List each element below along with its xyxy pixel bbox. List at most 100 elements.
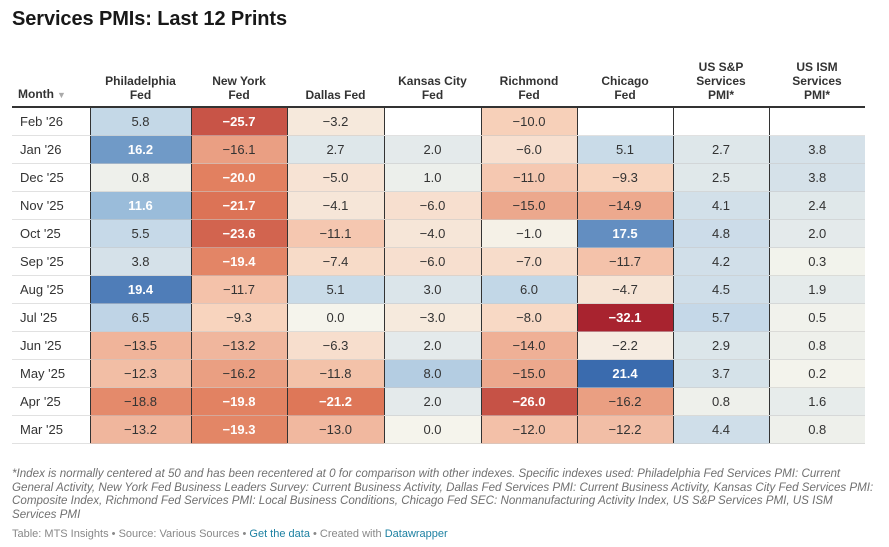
value-cell: 0.8 bbox=[672, 387, 769, 416]
value-cell: 6.5 bbox=[89, 303, 191, 332]
month-cell: Jan '26 bbox=[12, 135, 90, 164]
value-cell: −6.3 bbox=[286, 331, 384, 360]
value-cell: 2.4 bbox=[768, 191, 865, 220]
sort-descending-icon[interactable]: ▼ bbox=[56, 90, 66, 100]
month-cell: Feb '26 bbox=[12, 107, 90, 136]
column-header[interactable]: US S&P Services PMI* bbox=[696, 60, 746, 102]
value-cell: 2.0 bbox=[768, 219, 865, 248]
value-cell: 4.1 bbox=[672, 191, 769, 220]
table-row: Oct '25 5.5 −23.6 −11.1 −4.0 −1.0 17.5 4.8 2.0 bbox=[12, 219, 865, 248]
column-header[interactable]: New York Fed bbox=[212, 74, 266, 102]
value-cell: −13.2 bbox=[190, 331, 287, 360]
value-cell: −19.3 bbox=[190, 415, 287, 444]
value-cell: 5.7 bbox=[672, 303, 769, 332]
value-cell bbox=[383, 107, 481, 136]
pmi-table: Month ▼ Philadelphia Fed New York Fed Dallas … bbox=[12, 56, 865, 444]
value-cell: 0.8 bbox=[768, 331, 865, 360]
month-cell: Oct '25 bbox=[12, 219, 90, 248]
column-header[interactable]: Dallas Fed bbox=[305, 88, 366, 102]
value-cell: −15.0 bbox=[480, 359, 577, 388]
value-cell: 0.3 bbox=[768, 247, 865, 276]
value-cell: 3.8 bbox=[768, 135, 865, 164]
source-text: Source: Various Sources bbox=[118, 528, 240, 540]
value-cell: 19.4 bbox=[89, 275, 191, 304]
table-row: Jan '26 16.2 −16.1 2.7 2.0 −6.0 5.1 2.7 3.8 bbox=[12, 135, 865, 164]
value-cell: −13.0 bbox=[286, 415, 384, 444]
value-cell: 1.6 bbox=[768, 387, 865, 416]
get-the-data-link[interactable]: Get the data bbox=[249, 528, 310, 540]
value-cell: −26.0 bbox=[480, 387, 577, 416]
value-cell: 3.8 bbox=[89, 247, 191, 276]
value-cell: 5.1 bbox=[286, 275, 384, 304]
column-header-month[interactable]: Month ▼ bbox=[18, 87, 66, 101]
value-cell: −6.0 bbox=[480, 135, 577, 164]
value-cell: −5.0 bbox=[286, 163, 384, 192]
value-cell bbox=[768, 107, 865, 136]
value-cell: −32.1 bbox=[576, 303, 673, 332]
value-cell bbox=[576, 107, 673, 136]
value-cell: −4.1 bbox=[286, 191, 384, 220]
value-cell: 0.2 bbox=[768, 359, 865, 388]
value-cell: −12.0 bbox=[480, 415, 577, 444]
value-cell: −3.2 bbox=[286, 107, 384, 136]
month-cell: Dec '25 bbox=[12, 163, 90, 192]
table-row: Apr '25 −18.8 −19.8 −21.2 2.0 −26.0 −16.2 0.8 1.… bbox=[12, 387, 865, 416]
value-cell: −7.0 bbox=[480, 247, 577, 276]
header-row: Month ▼ Philadelphia Fed New York Fed Dallas … bbox=[12, 56, 865, 107]
table-row: Nov '25 11.6 −21.7 −4.1 −6.0 −15.0 −14.9 4.1 2.4 bbox=[12, 191, 865, 220]
value-cell: −13.2 bbox=[89, 415, 191, 444]
value-cell: 21.4 bbox=[576, 359, 673, 388]
value-cell: −13.5 bbox=[89, 331, 191, 360]
value-cell: −6.0 bbox=[383, 191, 481, 220]
value-cell: 3.7 bbox=[672, 359, 769, 388]
value-cell: 2.0 bbox=[383, 135, 481, 164]
value-cell: 5.1 bbox=[576, 135, 673, 164]
value-cell: −3.0 bbox=[383, 303, 481, 332]
value-cell: 2.0 bbox=[383, 331, 481, 360]
table-row: Feb '26 5.8 −25.7 −3.2 −10.0 bbox=[12, 107, 865, 136]
table-row: Mar '25 −13.2 −19.3 −13.0 0.0 −12.0 −12.2 4.4 0.… bbox=[12, 415, 865, 444]
datawrapper-link[interactable]: Datawrapper bbox=[384, 528, 448, 540]
column-header[interactable]: Philadelphia Fed bbox=[105, 74, 176, 102]
value-cell: −11.0 bbox=[480, 163, 577, 192]
value-cell: 2.9 bbox=[672, 331, 769, 360]
value-cell: 3.0 bbox=[383, 275, 481, 304]
value-cell: 4.8 bbox=[672, 219, 769, 248]
month-cell: Mar '25 bbox=[12, 415, 90, 444]
value-cell: −11.7 bbox=[576, 247, 673, 276]
value-cell: 0.0 bbox=[383, 415, 481, 444]
value-cell: −19.4 bbox=[190, 247, 287, 276]
value-cell: −7.4 bbox=[286, 247, 384, 276]
column-header[interactable]: US ISM Services PMI* bbox=[792, 60, 842, 102]
value-cell: 0.8 bbox=[768, 415, 865, 444]
month-cell: Jun '25 bbox=[12, 331, 90, 360]
table-row: May '25 −12.3 −16.2 −11.8 8.0 −15.0 21.4 3.7 0.2 bbox=[12, 359, 865, 388]
column-header[interactable]: Richmond Fed bbox=[499, 74, 559, 102]
chart-title: Services PMIs: Last 12 Prints bbox=[12, 8, 288, 30]
value-cell: 0.0 bbox=[286, 303, 384, 332]
column-header[interactable]: Kansas City Fed bbox=[398, 74, 467, 102]
value-cell: −2.2 bbox=[576, 331, 673, 360]
value-cell: 17.5 bbox=[576, 219, 673, 248]
table-row: Jun '25 −13.5 −13.2 −6.3 2.0 −14.0 −2.2 2.9 0.8 bbox=[12, 331, 865, 360]
footer: Table: MTS Insights • Source: Various So… bbox=[12, 528, 448, 540]
column-header[interactable]: Chicago Fed bbox=[601, 74, 649, 102]
value-cell: −21.7 bbox=[190, 191, 287, 220]
value-cell: −16.1 bbox=[190, 135, 287, 164]
value-cell: −25.7 bbox=[190, 107, 287, 136]
value-cell: 3.8 bbox=[768, 163, 865, 192]
value-cell: −14.9 bbox=[576, 191, 673, 220]
value-cell: −20.0 bbox=[190, 163, 287, 192]
value-cell: −18.8 bbox=[89, 387, 191, 416]
value-cell: −8.0 bbox=[480, 303, 577, 332]
value-cell: −9.3 bbox=[190, 303, 287, 332]
value-cell: 2.7 bbox=[286, 135, 384, 164]
value-cell: −10.0 bbox=[480, 107, 577, 136]
value-cell: 5.8 bbox=[89, 107, 191, 136]
table-row: Jul '25 6.5 −9.3 0.0 −3.0 −8.0 −32.1 5.7 0.5 bbox=[12, 303, 865, 332]
value-cell: 2.0 bbox=[383, 387, 481, 416]
value-cell: 5.5 bbox=[89, 219, 191, 248]
value-cell: −12.3 bbox=[89, 359, 191, 388]
value-cell: 4.5 bbox=[672, 275, 769, 304]
value-cell: 2.7 bbox=[672, 135, 769, 164]
